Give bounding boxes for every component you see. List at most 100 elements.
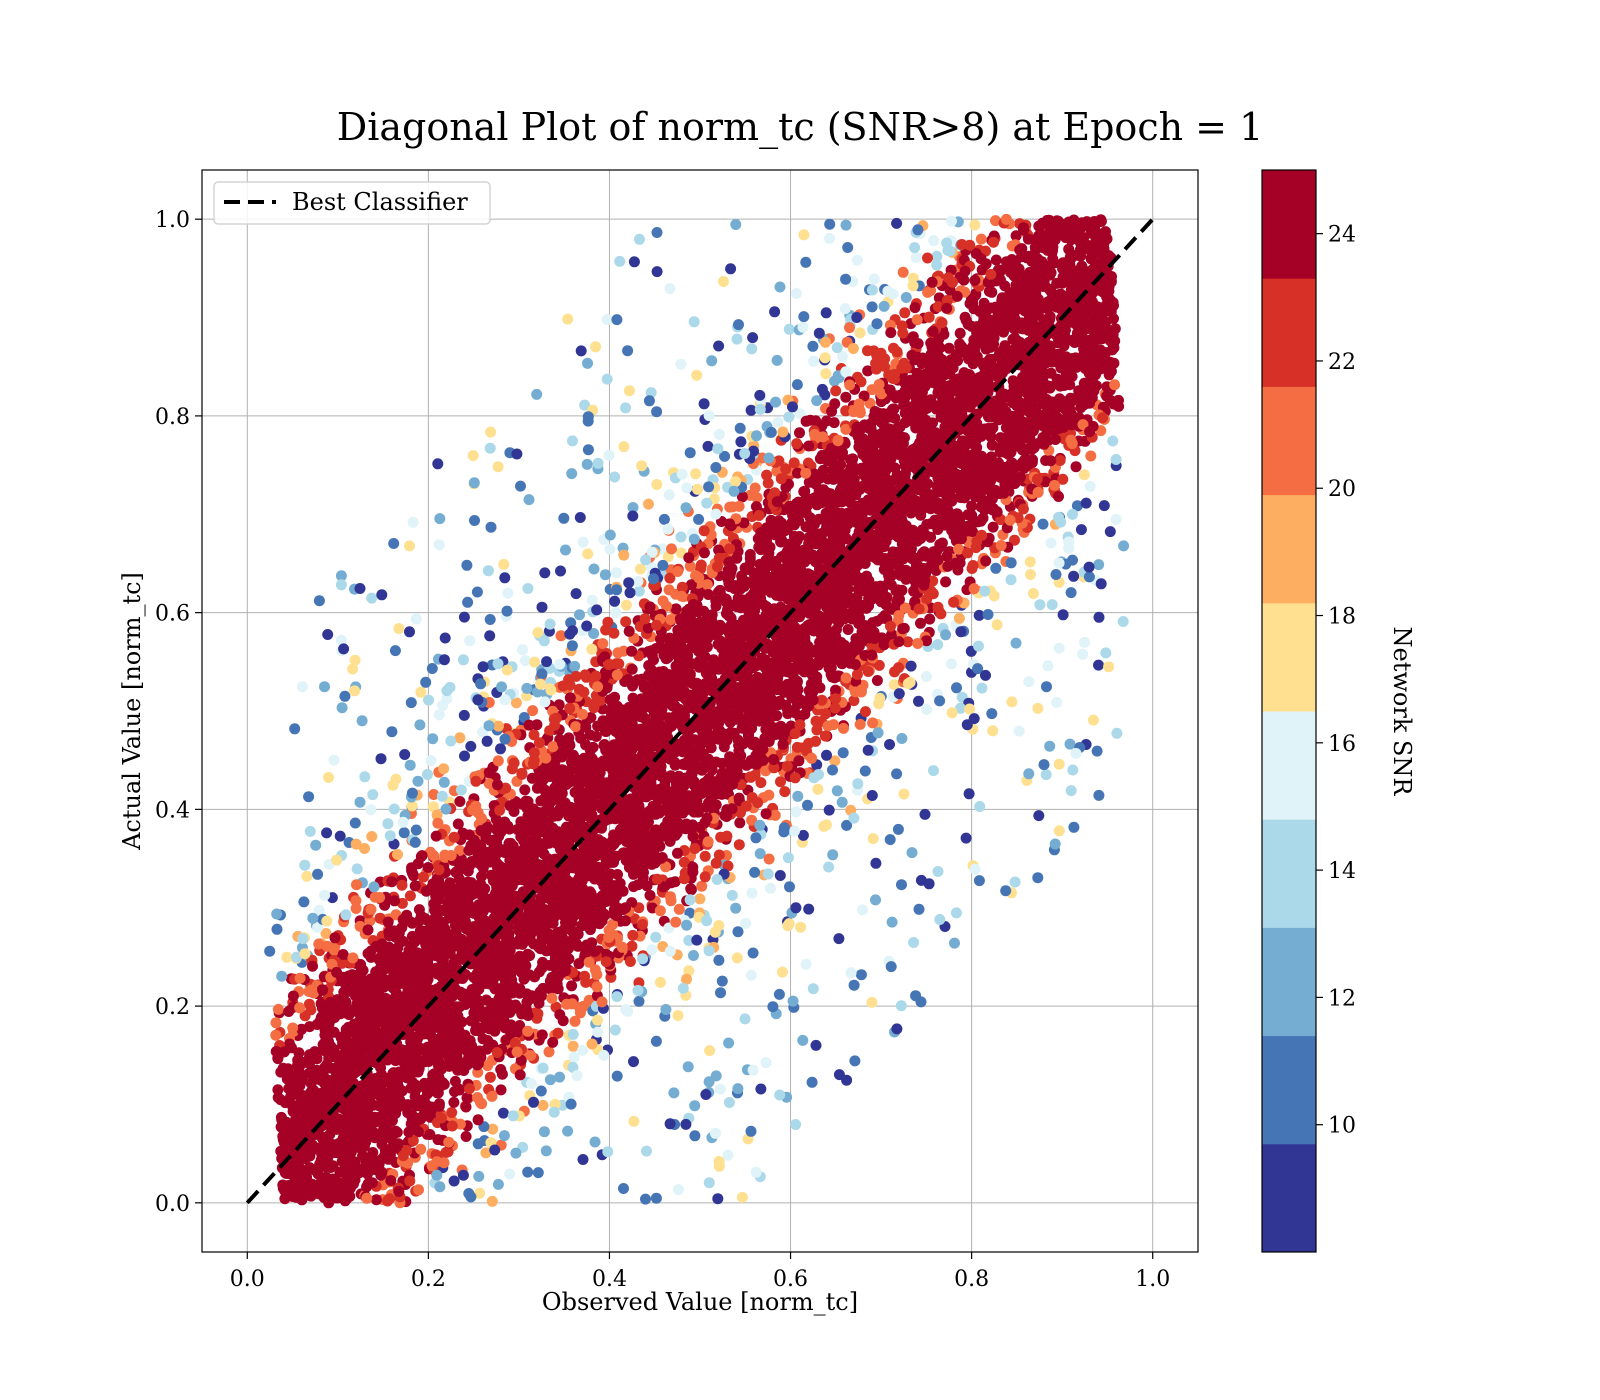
scatter-point (808, 772, 820, 784)
scatter-point (392, 849, 403, 860)
scatter-point (522, 1025, 534, 1037)
scatter-point (566, 998, 578, 1010)
scatter-point (734, 817, 746, 829)
scatter-point (885, 327, 897, 339)
scatter-point (388, 803, 400, 815)
scatter-point (644, 889, 656, 901)
scatter-point (763, 853, 775, 865)
scatter-point (893, 662, 905, 674)
scatter-point (781, 760, 793, 772)
scatter-point (840, 391, 852, 403)
scatter-point (539, 567, 551, 579)
scatter-point (701, 579, 713, 591)
scatter-point (724, 501, 736, 513)
scatter-point (604, 529, 616, 541)
scatter-point (650, 1035, 662, 1047)
scatter-point (633, 995, 645, 1007)
scatter-point (557, 1015, 569, 1027)
scatter-point (688, 533, 700, 545)
scatter-point (597, 715, 609, 727)
scatter-point (991, 619, 1003, 631)
scatter-point (514, 871, 526, 883)
scatter-point (911, 314, 923, 326)
scatter-point (633, 585, 645, 597)
scatter-point (690, 468, 702, 480)
scatter-point (461, 1092, 473, 1104)
scatter-point (713, 544, 725, 556)
scatter-point (951, 682, 962, 694)
scatter-point (425, 755, 437, 767)
scatter-point (529, 971, 541, 983)
scatter-point (719, 450, 731, 462)
scatter-point (628, 1056, 639, 1068)
scatter-point (619, 915, 631, 927)
scatter-point (513, 891, 525, 903)
scatter-point (569, 660, 581, 672)
scatter-point (838, 722, 849, 734)
scatter-point (1045, 537, 1057, 549)
scatter-point (492, 755, 504, 767)
scatter-point (293, 1067, 305, 1078)
scatter-point (489, 1144, 501, 1156)
scatter-point (495, 743, 506, 755)
scatter-point (811, 724, 823, 736)
scatter-point (527, 705, 539, 717)
scatter-point (823, 804, 835, 816)
scatter-point (410, 824, 422, 836)
scatter-point (907, 280, 919, 292)
scatter-point (694, 893, 706, 905)
scatter-point (698, 398, 710, 410)
scatter-point (980, 555, 992, 567)
scatter-point (746, 814, 758, 826)
scatter-point (868, 273, 880, 285)
scatter-point (620, 616, 632, 628)
scatter-point (626, 645, 638, 657)
scatter-point (703, 481, 715, 493)
scatter-point (864, 397, 876, 409)
scatter-point (915, 369, 927, 381)
scatter-point (827, 764, 838, 776)
scatter-point (484, 1071, 496, 1083)
scatter-point (820, 307, 832, 319)
scatter-point (716, 757, 728, 769)
scatter-point (334, 830, 346, 842)
scatter-point (749, 866, 761, 878)
scatter-point (350, 903, 362, 914)
scatter-point (792, 790, 804, 802)
scatter-point (837, 747, 849, 759)
scatter-point (770, 396, 782, 408)
scatter-point (602, 616, 614, 628)
scatter-point (940, 576, 952, 588)
scatter-point (384, 830, 396, 842)
scatter-point (905, 660, 917, 672)
scatter-point (440, 803, 452, 815)
scatter-point (760, 765, 772, 777)
scatter-point (592, 1014, 603, 1026)
scatter-point (586, 594, 598, 606)
scatter-point (460, 1131, 472, 1142)
scatter-point (810, 715, 822, 727)
scatter-point (408, 935, 420, 947)
scatter-point (790, 806, 802, 818)
scatter-point (921, 703, 932, 715)
scatter-point (423, 694, 434, 706)
scatter-point (897, 623, 909, 635)
scatter-point (597, 638, 609, 650)
scatter-point (270, 1017, 282, 1029)
scatter-point (1071, 500, 1083, 512)
scatter-point (873, 698, 885, 710)
scatter-point (761, 469, 773, 481)
scatter-point (567, 1040, 579, 1052)
scatter-point (436, 790, 448, 802)
scatter-point (537, 1099, 549, 1111)
scatter-point (599, 569, 611, 581)
scatter-point (495, 1084, 507, 1096)
scatter-point (312, 868, 324, 880)
scatter-point (320, 928, 332, 939)
scatter-point (564, 692, 576, 704)
scatter-point (526, 1078, 537, 1089)
scatter-point (644, 601, 656, 613)
scatter-point (1070, 461, 1082, 473)
scatter-point (862, 365, 874, 377)
